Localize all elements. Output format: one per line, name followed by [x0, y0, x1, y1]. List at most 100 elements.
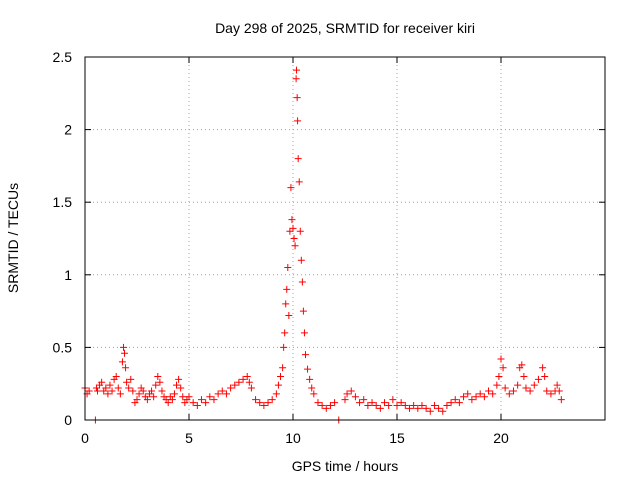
data-point: [168, 396, 176, 404]
data-point: [405, 404, 413, 412]
x-tick-label: 20: [493, 430, 509, 446]
data-point: [322, 404, 330, 412]
data-point: [314, 399, 322, 407]
y-tick-label: 0.5: [53, 339, 73, 355]
data-point: [397, 399, 405, 407]
data-point: [299, 307, 307, 315]
data-point: [439, 407, 447, 415]
data-point: [451, 396, 459, 404]
data-point: [301, 351, 309, 359]
data-point: [156, 378, 164, 386]
data-point: [495, 372, 503, 380]
data-point: [368, 399, 376, 407]
data-point: [123, 378, 131, 386]
data-point: [119, 343, 127, 351]
data-point: [104, 390, 112, 398]
data-point: [206, 393, 214, 401]
data-point: [389, 396, 397, 404]
data-point: [297, 256, 305, 264]
data-point: [197, 396, 205, 404]
data-point: [497, 355, 505, 363]
data-point: [555, 387, 563, 395]
data-point: [133, 396, 141, 404]
data-point: [294, 117, 302, 125]
data-point: [526, 387, 534, 395]
data-point: [351, 393, 359, 401]
data-point: [294, 155, 302, 163]
data-point: [557, 396, 565, 404]
data-point: [295, 178, 303, 186]
data-point: [218, 387, 226, 395]
data-point: [443, 401, 451, 409]
data-point: [356, 399, 364, 407]
data-point: [279, 364, 287, 372]
data-point: [222, 390, 230, 398]
data-point: [122, 364, 130, 372]
data-point: [418, 401, 426, 409]
data-point: [534, 375, 542, 383]
data-point: [243, 372, 251, 380]
data-point: [306, 375, 314, 383]
data-point: [518, 361, 526, 369]
y-tick-label: 0: [64, 412, 72, 428]
data-point: [468, 396, 476, 404]
data-point: [189, 399, 197, 407]
data-point: [289, 224, 297, 232]
data-point: [447, 399, 455, 407]
data-point: [286, 227, 294, 235]
data-point: [296, 227, 304, 235]
data-point: [485, 387, 493, 395]
data-point: [553, 381, 561, 389]
data-point: [239, 375, 247, 383]
data-point: [543, 387, 551, 395]
data-point: [210, 396, 218, 404]
data-point: [501, 384, 509, 392]
data-point: [108, 387, 116, 395]
data-point: [360, 396, 368, 404]
data-point: [92, 384, 100, 392]
plot-frame: [84, 56, 606, 421]
data-point: [385, 401, 393, 409]
data-point: [118, 358, 126, 366]
data-point: [347, 387, 355, 395]
data-point: [493, 381, 501, 389]
data-point: [252, 396, 260, 404]
data-point: [372, 401, 380, 409]
data-point: [308, 384, 316, 392]
data-point: [85, 387, 93, 395]
data-point: [489, 390, 497, 398]
data-point: [148, 387, 156, 395]
data-point: [381, 399, 389, 407]
data-point: [393, 401, 401, 409]
data-point: [158, 387, 166, 395]
data-point: [277, 372, 285, 380]
x-tick-label: 0: [81, 430, 89, 446]
data-point: [98, 378, 106, 386]
data-point: [290, 235, 298, 242]
data-point: [298, 278, 306, 286]
data-point: [530, 381, 538, 389]
data-point: [541, 372, 549, 380]
data-point: [331, 399, 339, 407]
data-point: [364, 401, 372, 409]
x-axis-label: GPS time / hours: [292, 458, 399, 474]
data-point: [260, 401, 268, 409]
data-point: [150, 393, 158, 401]
data-point: [310, 390, 318, 398]
data-point: [326, 401, 334, 409]
y-axis-label: SRMTID / TECUs: [5, 183, 21, 293]
data-point: [121, 349, 129, 357]
data-point: [514, 381, 522, 389]
data-point: [480, 393, 488, 401]
chart-title: Day 298 of 2025, SRMTID for receiver kir…: [215, 20, 475, 36]
data-point: [547, 390, 555, 398]
data-point: [245, 378, 253, 386]
data-point: [284, 264, 292, 272]
data-point: [455, 399, 463, 407]
data-point: [539, 364, 547, 372]
data-point: [173, 381, 181, 389]
data-point: [293, 94, 301, 102]
data-point: [282, 300, 290, 308]
data-point: [300, 329, 308, 337]
data-point: [106, 381, 114, 389]
